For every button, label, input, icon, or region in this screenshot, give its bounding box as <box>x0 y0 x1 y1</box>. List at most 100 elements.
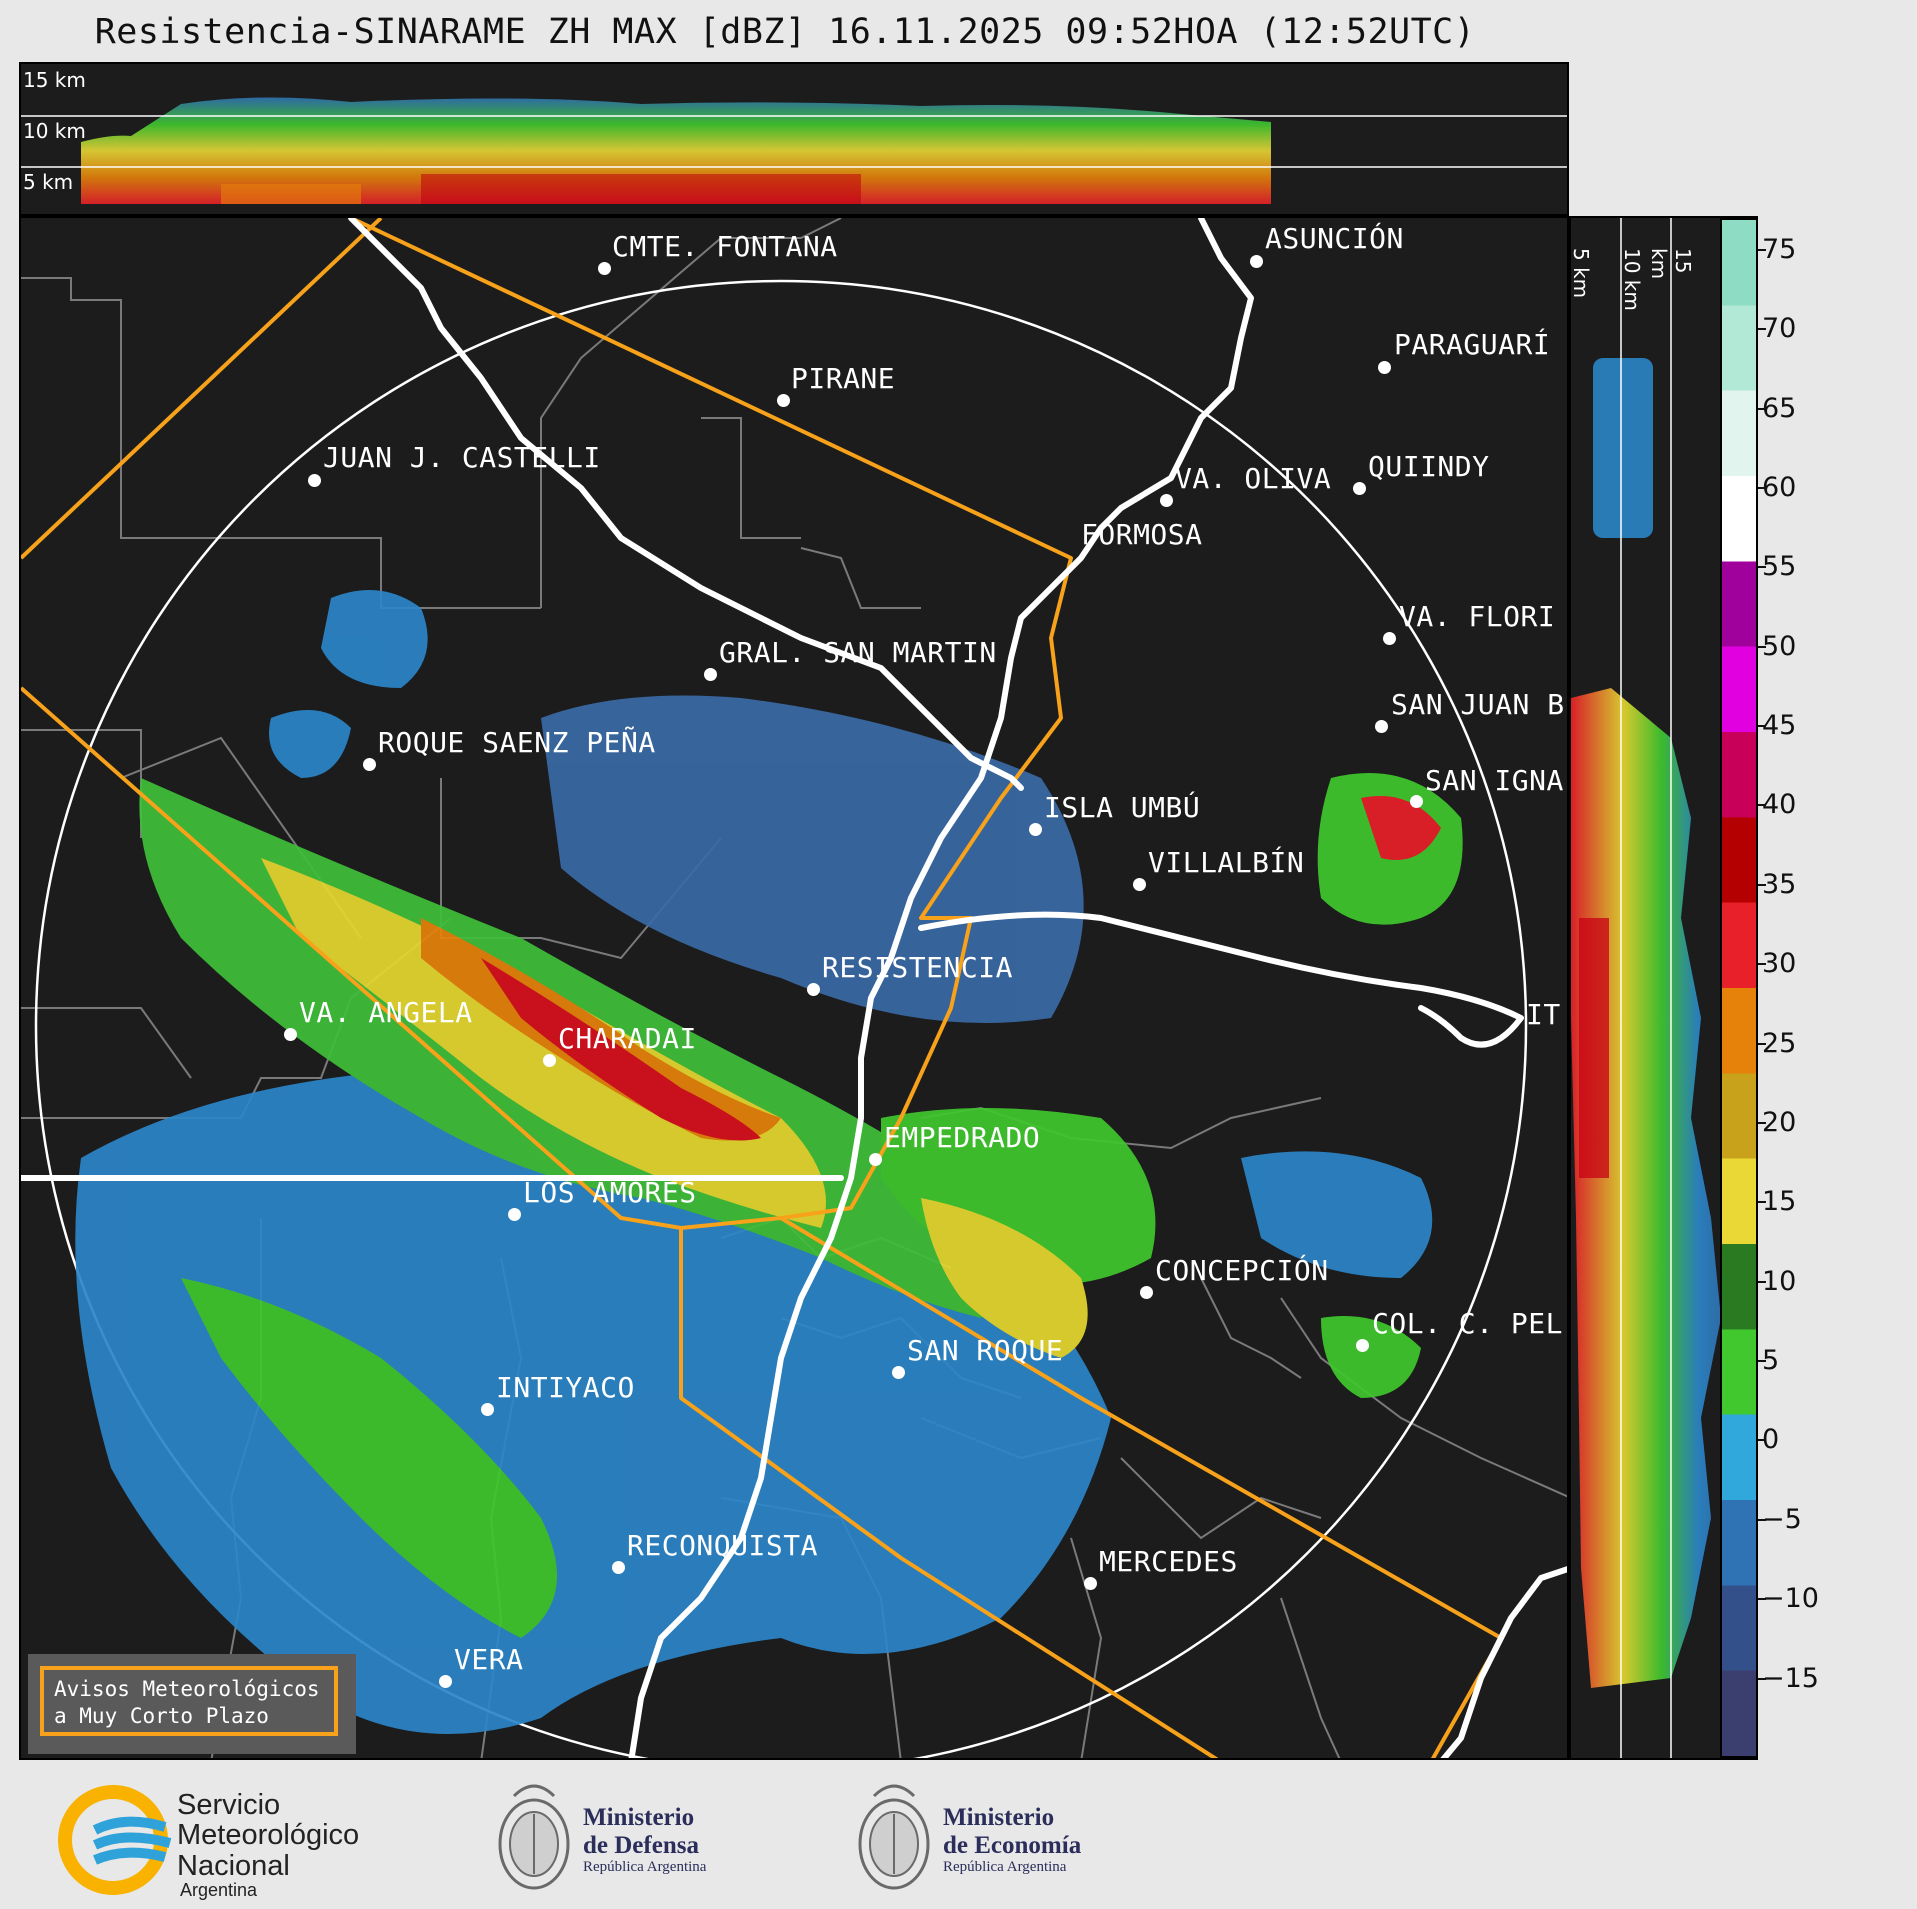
city-dot <box>807 983 820 996</box>
colorbar-tick-label: 0 <box>1762 1424 1780 1456</box>
colorbar-tick-label: 70 <box>1762 313 1797 345</box>
colorbar-tick-label: 75 <box>1762 233 1797 265</box>
city-dot <box>598 262 611 275</box>
city-dot <box>284 1028 297 1041</box>
colorbar-tick-label: 55 <box>1762 551 1797 583</box>
city-label-concepcion: CONCEPCIÓN <box>1155 1254 1329 1287</box>
city-label-quiindy: QUIINDY <box>1368 450 1490 483</box>
city-label-pirane: PIRANE <box>791 362 896 395</box>
colorbar-tick-mark <box>1758 1439 1766 1442</box>
colorbar-tick-label: 30 <box>1762 948 1797 980</box>
colorbar-tick-label: 50 <box>1762 630 1797 662</box>
avisos-line1: Avisos Meteorológicos <box>54 1677 320 1701</box>
side-alt-label-10km: 10 km <box>1620 248 1644 311</box>
colorbar-tick-mark <box>1758 1677 1766 1680</box>
colorbar-tick-mark <box>1758 328 1766 331</box>
colorbar-tick-mark <box>1758 645 1766 648</box>
map-title: Resistencia-SINARAME ZH MAX [dBZ] 16.11.… <box>94 12 1476 52</box>
city-dot <box>869 1153 882 1166</box>
city-label-empedrado: EMPEDRADO <box>884 1121 1041 1154</box>
city-label-gral-san-martin: GRAL. SAN MARTIN <box>719 636 997 669</box>
avisos-box: Avisos Meteorológicos a Muy Corto Plazo <box>28 1654 356 1754</box>
city-label-col-c-pel: COL. C. PEL <box>1372 1307 1563 1340</box>
city-dot <box>363 758 376 771</box>
colorbar-tick-label: −5 <box>1762 1503 1802 1535</box>
city-label-vera: VERA <box>454 1643 524 1676</box>
colorbar-tick-label: −15 <box>1762 1662 1819 1694</box>
dbz-colorbar <box>1720 218 1758 1758</box>
radar-map: CMTE. FONTANA ASUNCIÓN PIRANE PARAGUARÍ … <box>19 216 1569 1760</box>
city-dot <box>1410 795 1423 808</box>
smn-logo-icon <box>58 1785 172 1895</box>
colorbar-tick-mark <box>1758 486 1766 489</box>
city-dot <box>777 394 790 407</box>
alt-label-5km: 5 km <box>23 170 74 194</box>
colorbar-tick-label: 40 <box>1762 789 1797 821</box>
city-label-va-angela: VA. ANGELA <box>299 996 473 1029</box>
colorbar-tick-label: 60 <box>1762 471 1797 503</box>
city-label-cmte-fontana: CMTE. FONTANA <box>612 230 838 263</box>
city-dot <box>704 668 717 681</box>
economia-line3: República Argentina <box>943 1859 1067 1875</box>
city-dot <box>1356 1339 1369 1352</box>
city-label-paraguari: PARAGUARÍ <box>1394 328 1551 361</box>
city-dot <box>1250 255 1263 268</box>
colorbar-tick-mark <box>1758 1518 1766 1521</box>
colorbar-tick-mark <box>1758 1360 1766 1363</box>
city-dot <box>1133 878 1146 891</box>
avisos-line2: a Muy Corto Plazo <box>54 1704 269 1729</box>
defensa-line1: Ministerio <box>583 1804 695 1831</box>
colorbar-tick-mark <box>1758 1042 1766 1045</box>
economia-text: Ministerio de Economía República Argenti… <box>943 1804 1081 1876</box>
colorbar-tick-label: 10 <box>1762 1265 1797 1297</box>
city-dot <box>1160 494 1173 507</box>
city-label-charadai: CHARADAI <box>558 1022 697 1055</box>
colorbar-tick-mark <box>1758 1121 1766 1124</box>
city-label-san-igna: SAN IGNA <box>1425 764 1564 797</box>
defensa-line2: de Defensa <box>583 1831 699 1859</box>
smn-line1: Servicio <box>177 1789 281 1821</box>
defensa-line3: República Argentina <box>583 1859 707 1875</box>
colorbar-tick-label: 65 <box>1762 392 1797 424</box>
colorbar-tick-mark <box>1758 566 1766 569</box>
smn-line2: Meteorológico <box>177 1819 360 1852</box>
city-dot <box>308 474 321 487</box>
city-dot <box>1383 632 1396 645</box>
city-dot <box>892 1366 905 1379</box>
colorbar-tick-mark <box>1758 725 1766 728</box>
defensa-text: Ministerio de Defensa República Argentin… <box>583 1804 706 1876</box>
colorbar-tick-label: −10 <box>1762 1583 1819 1615</box>
economia-line2: de Economía <box>943 1831 1082 1859</box>
city-label-intiyaco: INTIYACO <box>496 1371 635 1404</box>
colorbar-tick-label: 35 <box>1762 868 1797 900</box>
colorbar-tick-label: 20 <box>1762 1106 1797 1138</box>
footer: Servicio Meteorológico Nacional Argentin… <box>0 1760 1917 1909</box>
city-label-mercedes: MERCEDES <box>1099 1545 1238 1578</box>
city-label-asuncion: ASUNCIÓN <box>1265 222 1404 255</box>
colorbar-tick-label: 15 <box>1762 1186 1797 1218</box>
colorbar-tick-mark <box>1758 1280 1766 1283</box>
colorbar-tick-mark <box>1758 1201 1766 1204</box>
city-label-va-flori: VA. FLORI <box>1399 600 1556 633</box>
alt-label-10km: 10 km <box>23 119 86 143</box>
radar-map-canvas <box>21 218 1567 1758</box>
city-dot <box>1353 482 1366 495</box>
colorbar-tick-label: 45 <box>1762 710 1797 742</box>
economia-seal-icon <box>858 1784 930 1890</box>
smn-line3: Nacional <box>177 1849 290 1882</box>
city-label-san-roque: SAN ROQUE <box>907 1334 1064 1367</box>
alt-label-15km: 15 km <box>23 68 86 92</box>
city-dot <box>1140 1286 1153 1299</box>
colorbar-tick-label: 25 <box>1762 1027 1797 1059</box>
city-dot <box>508 1208 521 1221</box>
top-cross-section: 15 km 10 km 5 km <box>19 62 1569 216</box>
city-dot <box>1084 1577 1097 1590</box>
colorbar-tick-mark <box>1758 883 1766 886</box>
city-label-san-juan-b: SAN JUAN B <box>1391 688 1565 721</box>
smn-logo-text: Servicio Meteorológico Nacional Argentin… <box>177 1790 359 1900</box>
city-label-juan-j-castelli: JUAN J. CASTELLI <box>323 441 601 474</box>
city-label-reconquista: RECONQUISTA <box>627 1529 818 1562</box>
city-dot <box>1029 823 1042 836</box>
city-label-villalbin: VILLALBÍN <box>1148 846 1305 879</box>
city-label-los-amores: LOS AMORES <box>523 1176 697 1209</box>
